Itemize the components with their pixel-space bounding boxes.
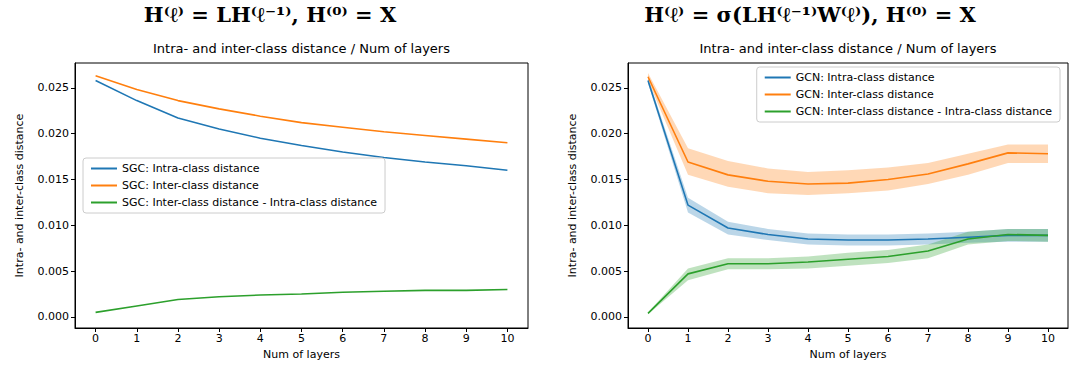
svg-text:3: 3 xyxy=(765,332,772,345)
svg-text:0.010: 0.010 xyxy=(591,219,623,232)
svg-text:0: 0 xyxy=(645,332,652,345)
svg-text:0.000: 0.000 xyxy=(38,310,70,323)
svg-text:0.025: 0.025 xyxy=(591,81,623,94)
svg-text:H⁽ℓ⁾ = σ(LH⁽ℓ⁻¹⁾W⁽ℓ⁾), H⁽⁰⁾ =: H⁽ℓ⁾ = σ(LH⁽ℓ⁻¹⁾W⁽ℓ⁾), H⁽⁰⁾ = X xyxy=(644,2,976,27)
svg-text:SGC: Intra-class distance: SGC: Intra-class distance xyxy=(122,162,260,175)
svg-text:Intra- and inter-class distanc: Intra- and inter-class distance xyxy=(566,113,579,277)
svg-text:0.005: 0.005 xyxy=(591,265,623,278)
svg-text:0.020: 0.020 xyxy=(38,127,70,140)
svg-text:GCN: Inter-class distance - In: GCN: Inter-class distance - Intra-class … xyxy=(796,105,1053,118)
svg-text:1: 1 xyxy=(133,332,140,345)
svg-text:6: 6 xyxy=(339,332,346,345)
svg-text:0.005: 0.005 xyxy=(38,265,70,278)
svg-text:0.015: 0.015 xyxy=(591,173,623,186)
svg-text:7: 7 xyxy=(380,332,387,345)
svg-text:7: 7 xyxy=(925,332,932,345)
svg-text:2: 2 xyxy=(725,332,732,345)
svg-text:H⁽ℓ⁾ = LH⁽ℓ⁻¹⁾, H⁽⁰⁾ = X: H⁽ℓ⁾ = LH⁽ℓ⁻¹⁾, H⁽⁰⁾ = X xyxy=(144,2,397,27)
svg-text:8: 8 xyxy=(965,332,972,345)
svg-text:Num of layers: Num of layers xyxy=(263,348,340,361)
svg-text:8: 8 xyxy=(422,332,429,345)
svg-text:Num of layers: Num of layers xyxy=(810,348,887,361)
svg-text:0.015: 0.015 xyxy=(38,173,70,186)
svg-text:GCN: Intra-class distance: GCN: Intra-class distance xyxy=(796,71,935,84)
svg-text:2: 2 xyxy=(174,332,181,345)
svg-text:9: 9 xyxy=(463,332,470,345)
svg-text:4: 4 xyxy=(805,332,812,345)
svg-text:Intra- and inter-class distanc: Intra- and inter-class distance / Num of… xyxy=(700,41,997,56)
svg-text:10: 10 xyxy=(1041,332,1055,345)
svg-text:0.000: 0.000 xyxy=(591,310,623,323)
svg-text:9: 9 xyxy=(1005,332,1012,345)
svg-text:SGC: Inter-class distance: SGC: Inter-class distance xyxy=(122,179,259,192)
svg-text:5: 5 xyxy=(845,332,852,345)
svg-text:0.010: 0.010 xyxy=(38,219,70,232)
svg-text:10: 10 xyxy=(500,332,514,345)
svg-text:1: 1 xyxy=(685,332,692,345)
svg-text:Intra- and inter-class distanc: Intra- and inter-class distance xyxy=(13,113,26,277)
svg-text:4: 4 xyxy=(257,332,264,345)
svg-text:0: 0 xyxy=(92,332,99,345)
svg-text:GCN: Inter-class distance: GCN: Inter-class distance xyxy=(796,88,934,101)
svg-text:0.025: 0.025 xyxy=(38,81,70,94)
svg-text:3: 3 xyxy=(216,332,223,345)
svg-text:Intra- and inter-class distanc: Intra- and inter-class distance / Num of… xyxy=(153,41,450,56)
svg-text:0.020: 0.020 xyxy=(591,127,623,140)
svg-text:6: 6 xyxy=(885,332,892,345)
svg-text:SGC: Inter-class distance - In: SGC: Inter-class distance - Intra-class … xyxy=(122,196,377,209)
svg-text:5: 5 xyxy=(298,332,305,345)
